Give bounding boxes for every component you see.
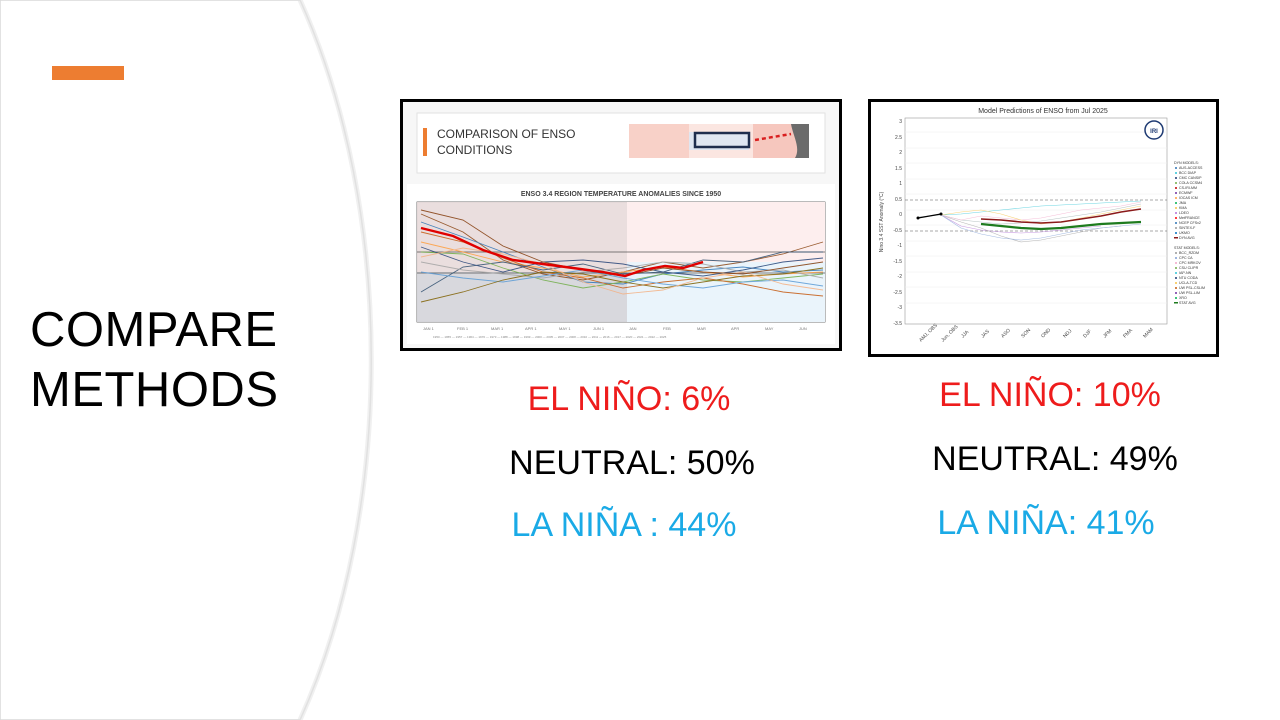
left-el-nino-stat: EL NIÑO: 6%	[527, 380, 731, 418]
enso-header-line1: COMPARISON OF ENSO	[437, 127, 575, 141]
plume-ytick-9: -1	[898, 243, 903, 249]
iri-logo	[1144, 120, 1164, 140]
iri-model-plume-image: Model Predictions of ENSO from Jul 2025 …	[868, 99, 1219, 357]
legend-stat-11: STAT AVG	[1179, 301, 1196, 305]
plume-ytick-4: 1.5	[895, 166, 902, 172]
legend-dyn-12: NCEP CFSv2	[1179, 221, 1201, 225]
legend-dyn-5: CS-IRI-MM	[1179, 186, 1197, 190]
svg-text:MAR 1: MAR 1	[491, 326, 504, 331]
svg-text:1950 — 1955 — 1957 — 1964 — 19: 1950 — 1955 — 1957 — 1964 — 1970 — 1973 …	[433, 335, 667, 339]
legend-dyn-4: COLA CCSM4	[1179, 181, 1202, 185]
legend-dyn-7: IOCAS ICM	[1179, 196, 1198, 200]
title-accent-bar	[52, 66, 124, 80]
enso-chart-title: ENSO 3.4 REGION TEMPERATURE ANOMALIES SI…	[521, 191, 721, 198]
legend-stat-6: NTU CODA	[1179, 276, 1198, 280]
legend-dyn-1: AUS-ACCESS	[1179, 166, 1203, 170]
plume-xtick-9: DJF	[1082, 329, 1093, 340]
svg-text:MAY: MAY	[765, 326, 774, 331]
legend-dyn-8: JMA	[1179, 201, 1187, 205]
plume-xtick-4: JAS	[980, 328, 991, 339]
legend-stat-1: BCC_RZDM	[1179, 251, 1199, 255]
right-el-nino-stat: EL NIÑO: 10%	[939, 376, 1161, 414]
legend-dyn-13: SINTEX-F	[1179, 226, 1196, 230]
legend-stat-0: STAT MODELS:	[1174, 246, 1200, 250]
plume-ytick-5: 1	[899, 181, 902, 187]
svg-text:JUN 1: JUN 1	[593, 326, 605, 331]
plume-legend: DYN MODELS: AUS-ACCESS BCC DIAP CMC CANS…	[1174, 161, 1205, 305]
iri-logo-text: IRI	[1150, 129, 1158, 135]
enso-current-year-line	[420, 226, 704, 278]
svg-text:FEB 1: FEB 1	[457, 326, 469, 331]
left-la-nina-stat: LA NIÑA : 44%	[511, 506, 737, 544]
legend-stat-7: UCLA-TCD	[1179, 281, 1198, 285]
ssta-map-thumbnail	[629, 124, 809, 158]
slide-title-line1: COMPARE	[30, 303, 278, 357]
svg-text:APR: APR	[731, 326, 739, 331]
plume-xtick-3: JJA	[960, 329, 971, 340]
legend-dyn-11: MetFRANCE	[1179, 216, 1200, 220]
legend-stat-10: XRO	[1179, 296, 1187, 300]
plume-ytick-14: -3.5	[893, 321, 902, 327]
svg-text:MAR: MAR	[697, 326, 706, 331]
plume-ytick-12: -2.5	[893, 290, 902, 296]
plume-xtick-8: NDJ	[1062, 328, 1073, 339]
plume-ytick-11: -2	[898, 274, 903, 280]
svg-text:JUN: JUN	[799, 326, 807, 331]
legend-dyn-9: KMA	[1179, 206, 1187, 210]
plume-ytick-1: 3	[899, 119, 902, 125]
plume-chart-title: Model Predictions of ENSO from Jul 2025	[978, 108, 1108, 115]
legend-dyn-10: LDEO	[1179, 211, 1189, 215]
legend-dyn-14: UKMO	[1179, 231, 1190, 235]
plume-ytick-6: 0.5	[895, 197, 902, 203]
left-neutral-stat: NEUTRAL: 50%	[509, 444, 755, 482]
legend-stat-4: CSU CLIPR	[1179, 266, 1199, 270]
plume-xtick-5: ASO	[1000, 328, 1012, 340]
enso-header-line2: CONDITIONS	[437, 143, 512, 157]
plume-ytick-3: 2	[899, 150, 902, 156]
svg-text:MAY 1: MAY 1	[559, 326, 571, 331]
legend-stat-2: CPC CA	[1179, 256, 1193, 260]
legend-dyn-15: DYN AVG	[1179, 236, 1195, 240]
enso-comparison-image: COMPARISON OF ENSO CONDITIONS ENSO 3.4 R…	[400, 99, 842, 351]
observed-line	[917, 213, 942, 219]
svg-text:FEB: FEB	[663, 326, 671, 331]
svg-text:JAN: JAN	[629, 326, 637, 331]
legend-dyn-0: DYN MODELS:	[1174, 161, 1199, 165]
stat-avg-line	[980, 220, 1142, 231]
svg-text:JAN 1: JAN 1	[423, 326, 435, 331]
legend-stat-8: UW PSL-CSLIM	[1179, 286, 1205, 290]
plume-ytick-10: -1.5	[893, 259, 902, 265]
plume-ytick-8: -0.5	[893, 228, 902, 234]
slide-title: COMPARE METHODS	[30, 300, 279, 420]
legend-dyn-2: BCC DIAP	[1179, 171, 1197, 175]
legend-stat-5: IAP-NN	[1179, 271, 1192, 275]
plume-xtick-10: JFM	[1102, 328, 1113, 339]
legend-stat-9: UW PSL-LIM	[1179, 291, 1200, 295]
legend-dyn-3: CMC CANSIP	[1179, 176, 1202, 180]
legend-stat-3: CPC MRKOV	[1179, 261, 1201, 265]
plume-ytick-13: -3	[898, 305, 903, 311]
plume-ytick-2: 2.5	[895, 135, 902, 141]
plume-ytick-7: 0	[899, 212, 902, 218]
right-neutral-stat: NEUTRAL: 49%	[932, 440, 1178, 478]
legend-dyn-6: ECMWF	[1179, 191, 1193, 195]
plume-y-axis-label: Nino 3.4 SST Anomaly (°C)	[879, 191, 885, 252]
right-la-nina-stat: LA NIÑA: 41%	[937, 504, 1155, 542]
dyn-avg-line	[980, 208, 1142, 224]
slide-title-line2: METHODS	[30, 363, 279, 417]
svg-text:APR 1: APR 1	[525, 326, 537, 331]
